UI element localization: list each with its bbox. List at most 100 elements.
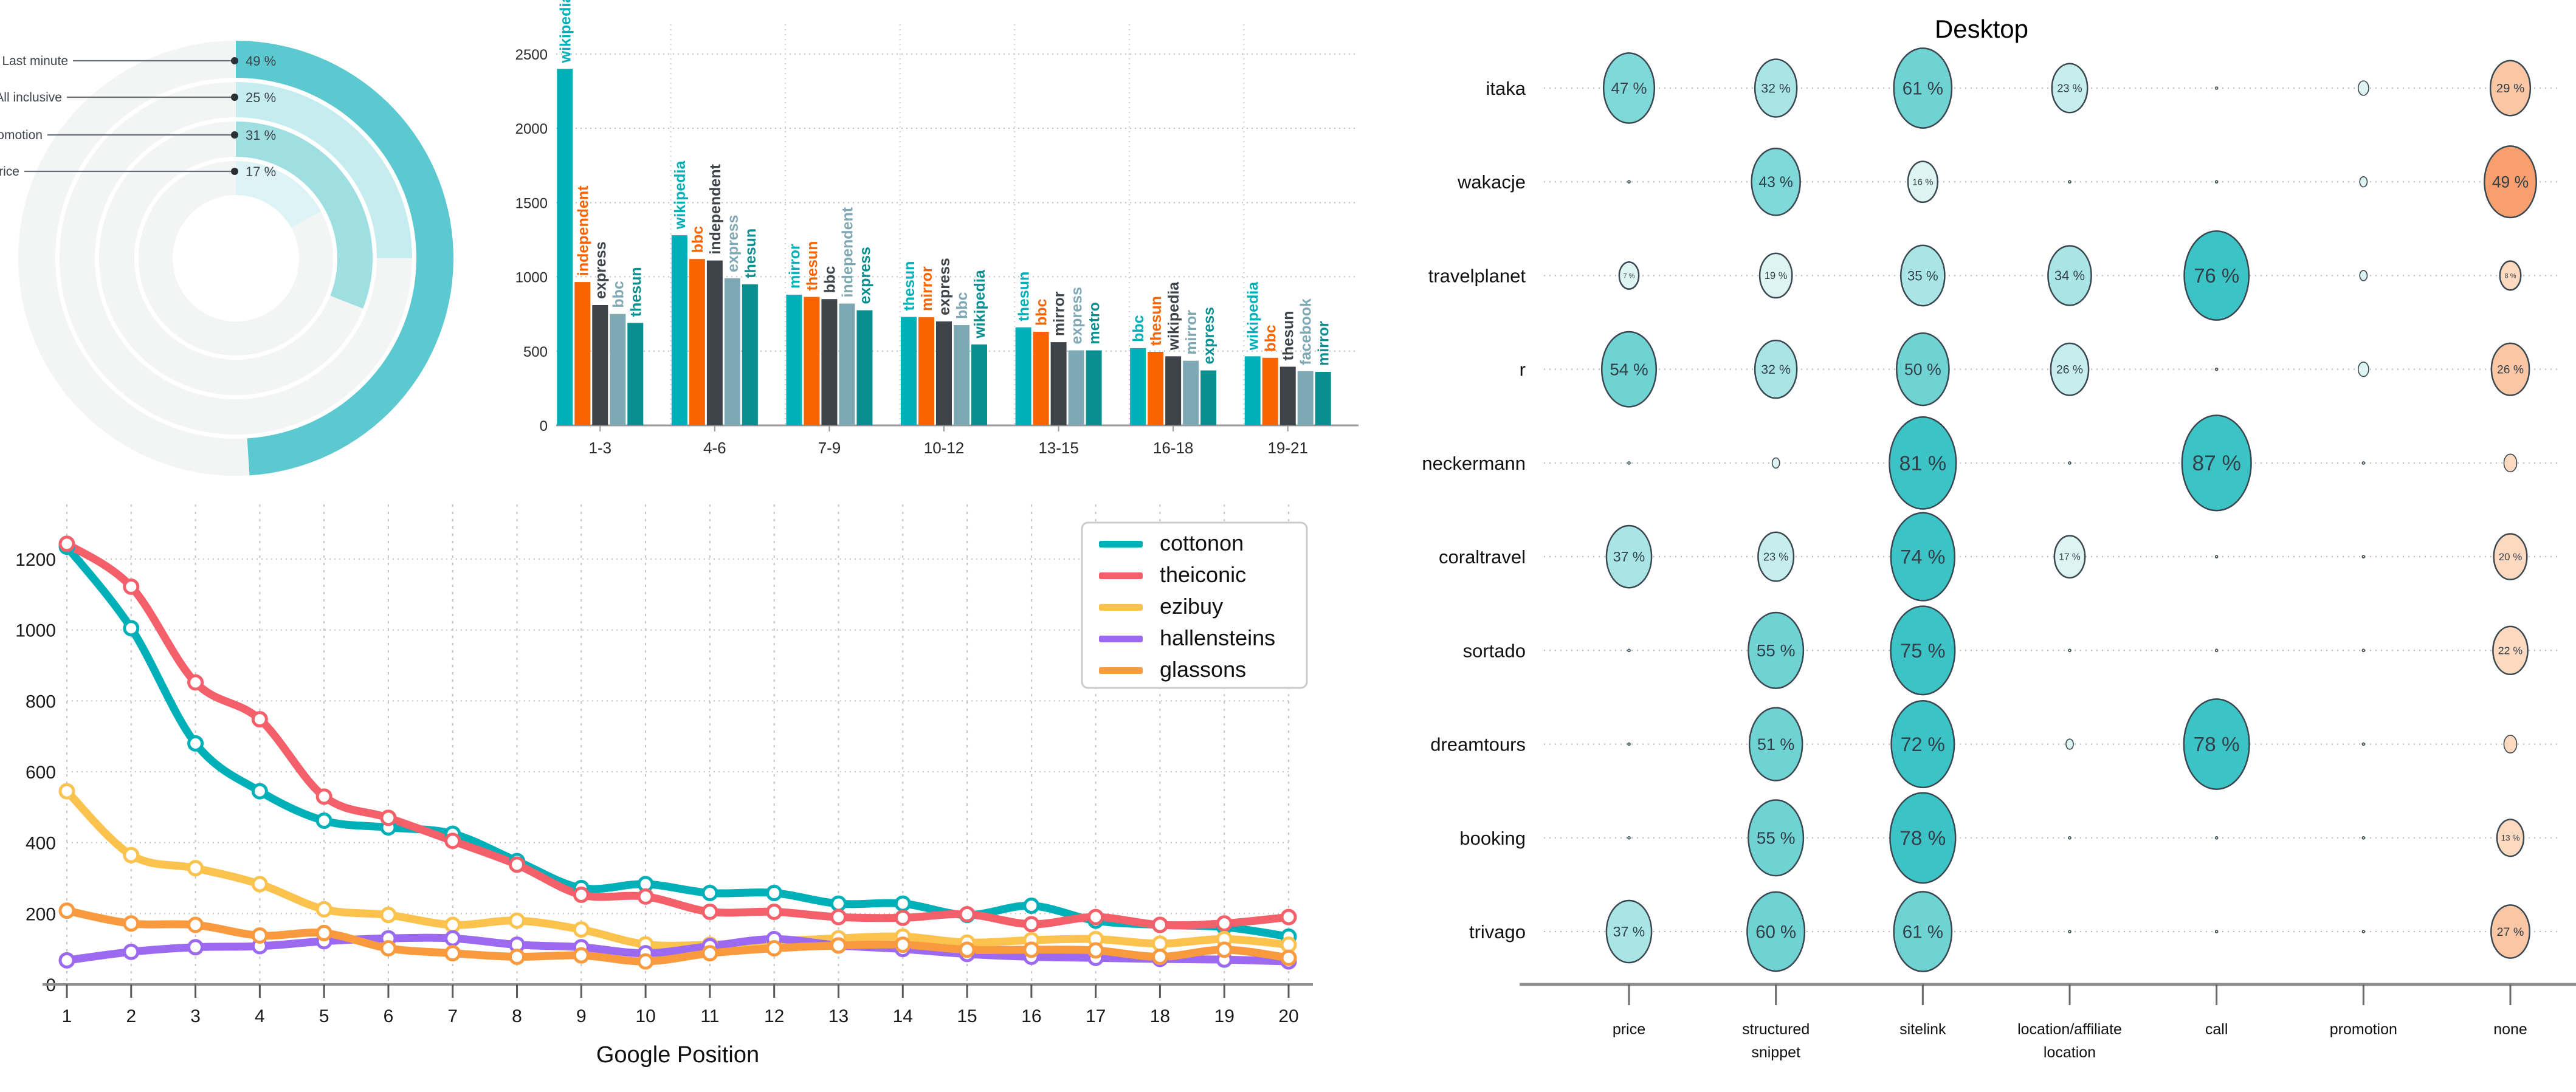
line-marker-glassons-8[interactable] [509,949,526,965]
bubble-coraltravel-price[interactable] [1605,524,1653,589]
bar-19-21-mirror[interactable] [1315,372,1331,425]
line-marker-glassons-1[interactable] [58,902,75,919]
bar-7-9-independent[interactable] [839,303,855,425]
bar-4-6-independent[interactable] [706,260,723,425]
bubble-wakacje-sitelink[interactable] [1907,160,1938,204]
bubble-neckermann-sitelink[interactable] [1889,416,1957,510]
bar-7-9-thesun[interactable] [804,297,820,425]
line-marker-cottonon-13[interactable] [830,895,847,912]
bubble-booking-price[interactable] [1627,836,1631,840]
bar-4-6-express[interactable] [724,278,740,425]
bar-7-9-express[interactable] [856,310,873,425]
line-marker-ezibuy-2[interactable] [123,846,140,864]
bubble-coraltravel-structured snippet[interactable] [1757,531,1795,582]
line-marker-theiconic-19[interactable] [1216,915,1233,932]
bar-10-12-wikipedia[interactable] [971,344,987,425]
bubble-r-promotion[interactable] [2357,361,2369,377]
legend-label-hallensteins[interactable]: hallensteins [1160,625,1275,650]
line-marker-theiconic-15[interactable] [959,906,976,922]
bubble-travelplanet-location/affiliate location[interactable] [2047,245,2092,306]
line-marker-theiconic-18[interactable] [1151,916,1168,933]
bubble-dreamtours-none[interactable] [2503,735,2518,754]
bar-1-3-independent[interactable] [574,282,591,425]
bubble-travelplanet-none[interactable] [2499,260,2522,291]
bubble-dreamtours-structured snippet[interactable] [1748,707,1803,781]
bar-19-21-thesun[interactable] [1279,366,1296,425]
bar-16-18-express[interactable] [1200,370,1217,425]
line-marker-glassons-20[interactable] [1280,949,1297,966]
bar-10-12-mirror[interactable] [918,317,934,425]
bubble-r-price[interactable] [1600,331,1658,408]
bubble-booking-location/affiliate location[interactable] [2068,836,2071,840]
line-marker-glassons-7[interactable] [444,945,461,962]
bubble-itaka-structured snippet[interactable] [1754,58,1798,118]
bubble-itaka-price[interactable] [1602,52,1656,124]
bubble-trivago-price[interactable] [1605,899,1653,964]
line-marker-cottonon-16[interactable] [1023,898,1040,914]
line-marker-ezibuy-1[interactable] [58,783,75,800]
bubble-neckermann-promotion[interactable] [2361,461,2366,465]
bubble-dreamtours-price[interactable] [1627,742,1631,746]
line-marker-theiconic-12[interactable] [766,903,783,920]
bubble-neckermann-location/affiliate location[interactable] [2068,461,2071,465]
bubble-itaka-none[interactable] [2489,60,2532,117]
bubble-wakacje-promotion[interactable] [2359,176,2368,188]
line-marker-theiconic-2[interactable] [123,579,140,595]
line-marker-theiconic-20[interactable] [1280,908,1297,925]
line-marker-glassons-6[interactable] [380,940,397,956]
bar-10-12-thesun[interactable] [901,317,917,425]
bubble-trivago-promotion[interactable] [2361,930,2366,933]
bubble-trivago-none[interactable] [2490,904,2530,959]
bar-13-15-express[interactable] [1068,350,1084,425]
bubble-booking-sitelink[interactable] [1889,792,1957,884]
bubble-trivago-sitelink[interactable] [1893,891,1953,972]
line-marker-glassons-14[interactable] [894,936,911,953]
line-marker-glassons-2[interactable] [123,915,140,932]
line-marker-theiconic-11[interactable] [701,903,718,920]
bubble-travelplanet-structured snippet[interactable] [1758,252,1793,299]
line-marker-hallensteins-1[interactable] [58,952,75,969]
line-marker-theiconic-3[interactable] [187,674,204,691]
bar-4-6-wikipedia[interactable] [671,235,687,425]
bubble-itaka-call[interactable] [2214,86,2219,90]
line-marker-glassons-11[interactable] [701,945,718,962]
line-marker-glassons-10[interactable] [637,953,654,970]
line-marker-glassons-16[interactable] [1023,941,1040,958]
line-marker-theiconic-16[interactable] [1023,916,1040,933]
bubble-wakacje-call[interactable] [2214,180,2219,184]
bar-19-21-wikipedia[interactable] [1244,356,1261,425]
line-marker-ezibuy-9[interactable] [573,921,590,938]
legend-label-theiconic[interactable]: theiconic [1160,562,1246,587]
line-marker-ezibuy-4[interactable] [251,876,268,893]
legend-label-ezibuy[interactable]: ezibuy [1160,594,1223,619]
line-marker-cottonon-3[interactable] [187,735,204,752]
line-marker-ezibuy-5[interactable] [315,901,332,918]
bubble-sortado-call[interactable] [2214,648,2219,653]
bar-1-3-thesun[interactable] [627,323,644,425]
line-marker-ezibuy-7[interactable] [444,916,461,933]
bubble-neckermann-none[interactable] [2503,453,2518,473]
bubble-coraltravel-location/affiliate location[interactable] [2053,535,2086,579]
bubble-sortado-sitelink[interactable] [1890,605,1956,696]
bubble-r-call[interactable] [2214,367,2219,371]
bubble-itaka-location/affiliate location[interactable] [2051,63,2089,114]
bar-10-12-bbc[interactable] [954,325,969,425]
line-marker-theiconic-1[interactable] [58,535,75,552]
line-marker-cottonon-11[interactable] [701,885,718,901]
bubble-booking-structured snippet[interactable] [1748,799,1805,877]
bubble-r-structured snippet[interactable] [1754,339,1798,399]
bubble-trivago-location/affiliate location[interactable] [2068,930,2071,933]
line-marker-cottonon-2[interactable] [123,620,140,637]
line-marker-cottonon-12[interactable] [766,885,783,901]
bubble-coraltravel-sitelink[interactable] [1890,512,1956,602]
line-marker-glassons-17[interactable] [1087,942,1104,959]
line-marker-theiconic-5[interactable] [315,788,332,805]
bubble-sortado-promotion[interactable] [2361,648,2366,653]
line-marker-glassons-4[interactable] [251,927,268,944]
line-marker-theiconic-6[interactable] [380,809,397,826]
line-marker-hallensteins-2[interactable] [123,943,140,960]
bar-16-18-mirror[interactable] [1183,360,1199,425]
line-marker-ezibuy-20[interactable] [1280,936,1297,953]
bubble-wakacje-price[interactable] [1627,180,1631,184]
line-marker-theiconic-9[interactable] [573,886,590,903]
